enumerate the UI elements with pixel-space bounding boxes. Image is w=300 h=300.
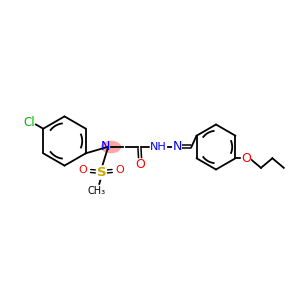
Text: Cl: Cl xyxy=(24,116,35,129)
Text: O: O xyxy=(241,152,251,165)
Text: O: O xyxy=(116,165,124,176)
Text: N: N xyxy=(101,140,111,153)
Text: O: O xyxy=(135,158,145,172)
Text: CH₃: CH₃ xyxy=(88,186,106,196)
Ellipse shape xyxy=(101,141,121,153)
Text: O: O xyxy=(78,165,87,176)
Text: S: S xyxy=(97,166,106,179)
Text: N: N xyxy=(172,140,182,153)
Text: NH: NH xyxy=(150,142,167,152)
